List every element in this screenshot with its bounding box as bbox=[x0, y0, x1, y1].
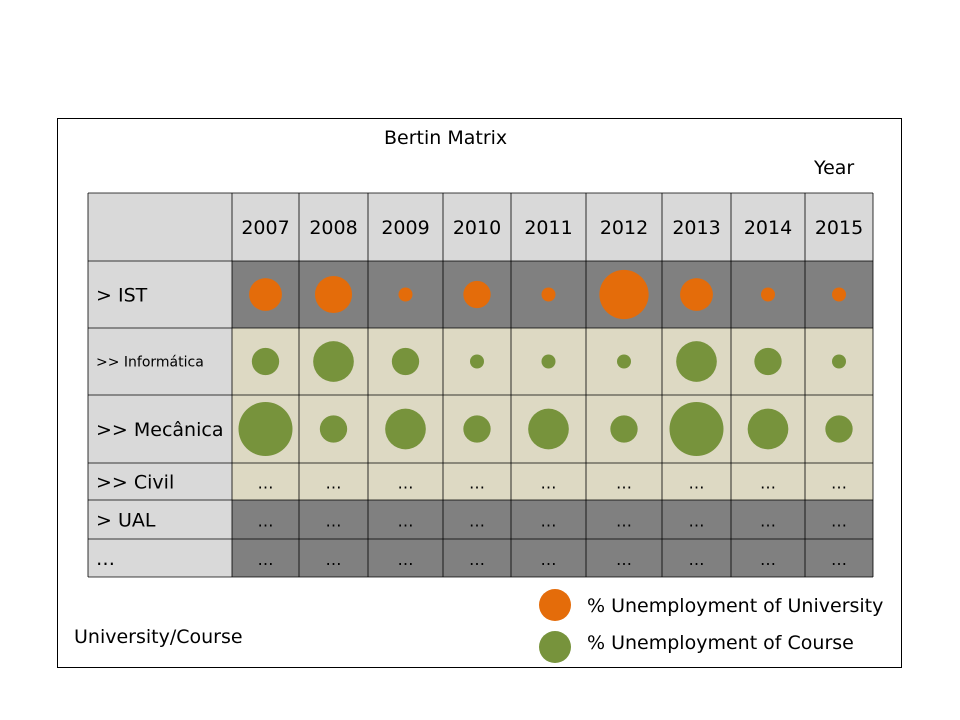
value-circle bbox=[385, 408, 426, 450]
value-circle bbox=[470, 354, 484, 369]
cell-ellipsis: … bbox=[831, 512, 847, 531]
cell-ellipsis: … bbox=[469, 550, 485, 569]
value-circle bbox=[314, 275, 353, 314]
cell-ellipsis: … bbox=[541, 550, 557, 569]
legend-course-dot bbox=[539, 631, 571, 663]
cell-ellipsis: … bbox=[258, 512, 274, 531]
value-circle bbox=[832, 287, 846, 302]
value-circle bbox=[541, 354, 556, 369]
cell-ellipsis: … bbox=[541, 512, 557, 531]
legend-course-label: % Unemployment of Course bbox=[587, 632, 854, 654]
header-row-bg bbox=[88, 193, 873, 261]
row-bg bbox=[232, 539, 873, 577]
row-header-bg bbox=[88, 539, 232, 577]
row-header-bg bbox=[88, 261, 232, 328]
value-circle bbox=[761, 287, 775, 302]
value-circle bbox=[319, 415, 348, 443]
cell-ellipsis: … bbox=[541, 474, 557, 493]
value-circle bbox=[398, 287, 413, 302]
value-circle bbox=[610, 415, 638, 443]
value-circle bbox=[238, 402, 293, 456]
matrix-title: Bertin Matrix bbox=[384, 127, 508, 149]
value-circle bbox=[463, 415, 491, 443]
figure-frame bbox=[57, 118, 902, 668]
column-header-2015: 2015 bbox=[815, 217, 863, 239]
cell-ellipsis: … bbox=[616, 474, 632, 493]
row-label: > UAL bbox=[96, 510, 156, 532]
cell-ellipsis: … bbox=[831, 474, 847, 493]
value-circle bbox=[832, 354, 846, 369]
legend-university-label: % Unemployment of University bbox=[587, 595, 884, 617]
value-circle bbox=[754, 347, 782, 376]
column-header-2009: 2009 bbox=[381, 217, 429, 239]
legend-university-dot bbox=[539, 589, 571, 621]
cell-ellipsis: … bbox=[398, 474, 414, 493]
value-circle bbox=[825, 415, 853, 443]
cell-ellipsis: … bbox=[258, 550, 274, 569]
cell-ellipsis: … bbox=[326, 512, 342, 531]
row-header-bg bbox=[88, 395, 232, 463]
cell-ellipsis: … bbox=[689, 550, 705, 569]
row-label: > IST bbox=[96, 285, 148, 307]
row-label: >> Civil bbox=[96, 472, 174, 494]
row-bg bbox=[232, 463, 873, 500]
row-label: >> Mecânica bbox=[96, 419, 223, 441]
value-circle bbox=[747, 408, 789, 450]
value-circle bbox=[599, 269, 649, 320]
value-circle bbox=[541, 287, 556, 302]
column-header-2014: 2014 bbox=[744, 217, 792, 239]
value-circle bbox=[617, 354, 631, 369]
value-circle bbox=[391, 347, 420, 376]
row-header-bg bbox=[88, 500, 232, 539]
value-circle bbox=[528, 408, 569, 450]
cell-ellipsis: … bbox=[398, 550, 414, 569]
row-header-bg bbox=[88, 463, 232, 500]
cell-ellipsis: … bbox=[689, 474, 705, 493]
cell-ellipsis: … bbox=[760, 550, 776, 569]
column-axis-label: Year bbox=[814, 157, 855, 179]
column-header-2010: 2010 bbox=[453, 217, 501, 239]
column-header-2007: 2007 bbox=[241, 217, 289, 239]
cell-ellipsis: … bbox=[469, 512, 485, 531]
value-circle bbox=[463, 280, 491, 309]
column-header-2011: 2011 bbox=[524, 217, 572, 239]
row-bg bbox=[232, 500, 873, 539]
row-header-bg bbox=[88, 328, 232, 395]
value-circle bbox=[251, 347, 280, 376]
column-header-2008: 2008 bbox=[309, 217, 357, 239]
value-circle bbox=[669, 402, 724, 456]
cell-ellipsis: … bbox=[689, 512, 705, 531]
value-circle bbox=[680, 278, 713, 311]
cell-ellipsis: … bbox=[398, 512, 414, 531]
cell-ellipsis: … bbox=[469, 474, 485, 493]
value-circle bbox=[676, 341, 717, 382]
value-circle bbox=[313, 341, 354, 382]
column-header-2012: 2012 bbox=[600, 217, 648, 239]
cell-ellipsis: … bbox=[831, 550, 847, 569]
column-header-2013: 2013 bbox=[672, 217, 720, 239]
cell-ellipsis: … bbox=[760, 512, 776, 531]
cell-ellipsis: … bbox=[616, 512, 632, 531]
value-circle bbox=[249, 278, 282, 311]
row-label: >> Informática bbox=[96, 355, 204, 371]
cell-ellipsis: … bbox=[326, 474, 342, 493]
cell-ellipsis: … bbox=[616, 550, 632, 569]
row-axis-label: University/Course bbox=[74, 626, 243, 648]
cell-ellipsis: … bbox=[258, 474, 274, 493]
cell-ellipsis: … bbox=[760, 474, 776, 493]
cell-ellipsis: … bbox=[326, 550, 342, 569]
row-label: … bbox=[96, 548, 115, 570]
